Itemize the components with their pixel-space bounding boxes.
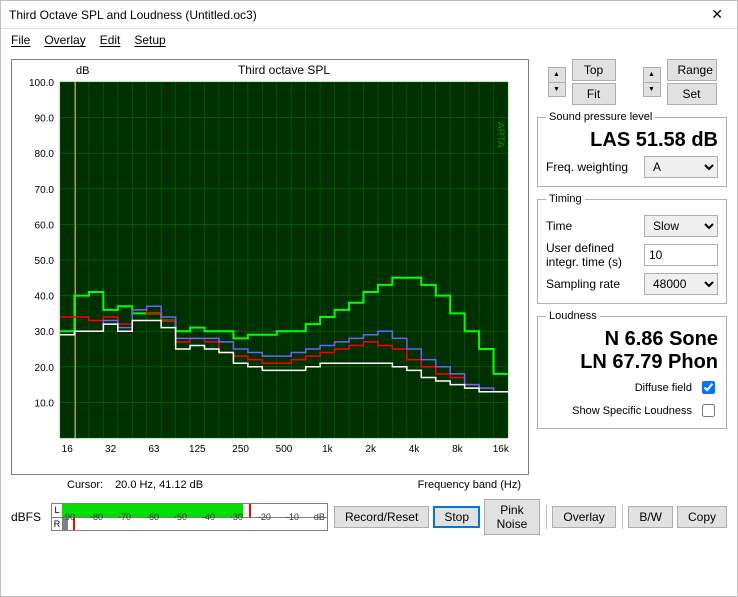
svg-text:40.0: 40.0 [35, 292, 55, 303]
fit-button[interactable]: Fit [572, 83, 616, 105]
svg-text:16: 16 [62, 444, 74, 455]
menubar: File Overlay Edit Setup [1, 29, 737, 51]
chevron-down-icon: ▼ [644, 83, 660, 97]
set-button[interactable]: Set [667, 83, 717, 105]
cursor-level: 41.12 dB [159, 479, 203, 491]
range-button[interactable]: Range [667, 59, 717, 81]
svg-text:125: 125 [189, 444, 206, 455]
svg-text:50.0: 50.0 [35, 256, 55, 267]
spl-chart: Third octave SPL dB ARTA 100.0 90.0 80.0 70.0 6… [11, 59, 529, 475]
level-meter: LR-90-80-70-60-50-40-30-20-10dB [51, 503, 328, 531]
time-label: Time [546, 219, 572, 233]
svg-text:10.0: 10.0 [35, 398, 55, 409]
timing-group: Timing Time SlowFastImpulse User defined… [537, 193, 727, 304]
cursor-label: Cursor: [67, 479, 103, 491]
svg-text:20.0: 20.0 [35, 363, 55, 374]
record-reset-button[interactable]: Record/Reset [334, 506, 429, 528]
dbfs-label: dBFS [11, 510, 41, 524]
svg-text:4k: 4k [409, 444, 421, 455]
integr-input[interactable] [644, 244, 718, 266]
chevron-up-icon: ▲ [644, 68, 660, 83]
axis-controls: ▲▼ Top Fit ▲▼ Range Set [537, 59, 727, 105]
separator [622, 505, 623, 529]
svg-text:60.0: 60.0 [35, 220, 55, 231]
svg-text:32: 32 [105, 444, 117, 455]
svg-text:63: 63 [148, 444, 160, 455]
cursor-readout: Cursor: 20.0 Hz, 41.12 dB Frequency band… [11, 479, 529, 491]
freq-weight-label: Freq. weighting [546, 160, 628, 174]
svg-text:70.0: 70.0 [35, 185, 55, 196]
svg-text:100.0: 100.0 [29, 78, 54, 89]
spl-group: Sound pressure level LAS 51.58 dB Freq. … [537, 111, 727, 187]
b-w-button[interactable]: B/W [628, 506, 673, 528]
diffuse-checkbox[interactable] [702, 381, 715, 394]
svg-text:250: 250 [232, 444, 249, 455]
overlay-button[interactable]: Overlay [552, 506, 615, 528]
svg-text:500: 500 [276, 444, 293, 455]
svg-text:16k: 16k [493, 444, 510, 455]
sr-label: Sampling rate [546, 277, 620, 291]
freq-weight-select[interactable]: ABCZ [644, 156, 718, 178]
diffuse-label: Diffuse field [635, 382, 692, 394]
sone-readout: N 6.86 Sone [546, 328, 718, 351]
svg-text:90.0: 90.0 [35, 114, 55, 125]
x-axis-label: Frequency band (Hz) [418, 479, 521, 491]
phon-readout: LN 67.79 Phon [546, 351, 718, 374]
specific-label: Show Specific Loudness [572, 405, 692, 417]
menu-edit[interactable]: Edit [100, 33, 121, 47]
window-title: Third Octave SPL and Loudness (Untitled.… [9, 8, 705, 22]
sr-select[interactable]: 441004800096000 [644, 273, 718, 295]
range-stepper[interactable]: ▲▼ [643, 67, 661, 97]
meter-R-bar [62, 518, 67, 531]
meter-L-peak [249, 504, 251, 517]
svg-text:Third octave SPL: Third octave SPL [238, 63, 330, 77]
time-select[interactable]: SlowFastImpulse [644, 215, 718, 237]
svg-text:80.0: 80.0 [35, 149, 55, 160]
menu-setup[interactable]: Setup [134, 33, 165, 47]
meter-R-tag: R [52, 519, 62, 529]
cursor-freq: 20.0 Hz, [115, 479, 156, 491]
copy-button[interactable]: Copy [677, 506, 727, 528]
titlebar: Third Octave SPL and Loudness (Untitled.… [1, 1, 737, 29]
specific-checkbox[interactable] [702, 404, 715, 417]
svg-text:30.0: 30.0 [35, 327, 55, 338]
meter-R-peak [73, 518, 75, 531]
spl-legend: Sound pressure level [546, 111, 655, 123]
loudness-legend: Loudness [546, 310, 600, 322]
svg-text:2k: 2k [365, 444, 377, 455]
stop-button[interactable]: Stop [433, 506, 480, 528]
separator [546, 505, 547, 529]
chevron-down-icon: ▼ [549, 83, 565, 97]
svg-text:1k: 1k [322, 444, 334, 455]
spl-readout: LAS 51.58 dB [546, 129, 718, 152]
menu-file[interactable]: File [11, 33, 30, 47]
loudness-group: Loudness N 6.86 Sone LN 67.79 Phon Diffu… [537, 310, 727, 429]
timing-legend: Timing [546, 193, 585, 205]
svg-text:dB: dB [76, 65, 89, 77]
integr-label: User defined integr. time (s) [546, 241, 636, 269]
bottom-bar: dBFS LR-90-80-70-60-50-40-30-20-10dB Rec… [1, 495, 737, 543]
meter-L-tag: L [52, 505, 62, 515]
pink-noise-button[interactable]: Pink Noise [484, 499, 540, 535]
svg-text:8k: 8k [452, 444, 464, 455]
top-button[interactable]: Top [572, 59, 616, 81]
chevron-up-icon: ▲ [549, 68, 565, 83]
close-icon[interactable]: ✕ [705, 6, 729, 23]
top-stepper[interactable]: ▲▼ [548, 67, 566, 97]
menu-overlay[interactable]: Overlay [44, 33, 85, 47]
meter-L-bar [62, 504, 243, 517]
svg-text:ARTA: ARTA [495, 122, 506, 148]
